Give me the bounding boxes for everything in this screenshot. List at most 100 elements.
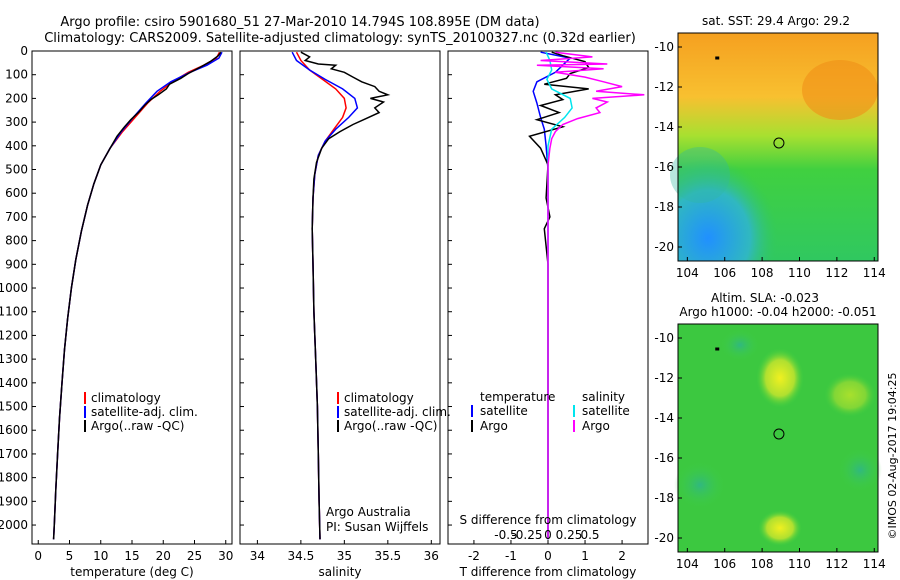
map-x-tick-label: 112 — [825, 557, 848, 571]
map-y-tick-label: -12 — [654, 80, 674, 94]
x-tick-label: 20 — [156, 549, 171, 563]
salinity-legend: climatology satellite-adj. clim. Argo(..… — [337, 391, 451, 433]
sla-map-subtitle: Argo h1000: -0.04 h2000: -0.051 — [679, 305, 876, 319]
top-tick-label: 0.5 — [580, 528, 599, 542]
map-x-tick-label: 108 — [751, 266, 774, 280]
map-x-tick-label: 114 — [863, 557, 886, 571]
figure-title-line2: Climatology: CARS2009. Satellite-adjuste… — [44, 31, 636, 46]
temperature-panel: 0 5 10 15 20 25 300100200300400500600700800900… — [0, 44, 233, 563]
track-marker — [715, 347, 720, 351]
y-tick-label: 2000 — [0, 518, 28, 532]
x-tick-label: 25 — [187, 549, 202, 563]
y-tick-label: 1200 — [0, 328, 28, 342]
legend-label-argo: Argo(..raw -QC) — [344, 419, 437, 433]
y-tick-label: 1900 — [0, 494, 28, 508]
map-x-tick-label: 110 — [788, 266, 811, 280]
sla-map-border — [677, 323, 879, 553]
x-tick-label: 15 — [124, 549, 139, 563]
salinity-panel: 34 34.5 35 35.5 36 — [240, 50, 439, 563]
argo-location-marker — [773, 137, 785, 149]
x-tick-label: 34.5 — [288, 549, 315, 563]
legend-heading-temperature: temperature — [480, 390, 555, 404]
legend-label-satellite: satellite-adj. clim. — [344, 405, 451, 419]
y-tick-label: 700 — [5, 210, 28, 224]
top-tick-label: 0.25 — [556, 528, 583, 542]
legend-label-argo: Argo(..raw -QC) — [91, 419, 184, 433]
legend-label-sal-argo: Argo — [582, 419, 610, 433]
map-y-tick-label: -18 — [654, 491, 674, 505]
sst-map-border — [677, 32, 879, 262]
legend-label-climatology: climatology — [91, 391, 161, 405]
sla-map-low-3 — [720, 329, 760, 361]
map-x-tick-label: 106 — [713, 266, 736, 280]
series-line-salinity-argo — [536, 51, 645, 540]
sst-map — [670, 32, 879, 262]
series-line-temperature-argo — [528, 51, 590, 540]
x-tick-label: 1 — [581, 549, 589, 563]
map-y-tick-label: -12 — [654, 371, 674, 385]
sla-map-low-1 — [674, 461, 726, 509]
y-tick-label: 0 — [20, 44, 28, 58]
series-line-climatology — [295, 51, 347, 540]
sst-map-axes: 104 106 108 110 112 114 -10 -12 -14 -16 -18 -20 — [654, 40, 885, 280]
legend-label-climatology: climatology — [344, 391, 414, 405]
map-y-tick-label: -16 — [654, 160, 674, 174]
map-x-tick-label: 114 — [863, 266, 886, 280]
figure-title-line1: Argo profile: csiro 5901680_51 27-Mar-20… — [60, 15, 539, 30]
map-y-tick-label: -14 — [654, 120, 674, 134]
map-x-tick-label: 106 — [713, 557, 736, 571]
y-tick-label: 800 — [5, 234, 28, 248]
top-tick-label: 0 — [544, 528, 552, 542]
y-tick-label: 400 — [5, 139, 28, 153]
map-y-tick-label: -18 — [654, 200, 674, 214]
y-tick-label: 1800 — [0, 471, 28, 485]
y-tick-label: 500 — [5, 163, 28, 177]
legend-heading-salinity: salinity — [582, 390, 625, 404]
sla-map-high-3 — [824, 373, 876, 417]
map-x-tick-label: 112 — [825, 266, 848, 280]
sst-map-cool-patch — [670, 147, 730, 203]
sla-map-high-1 — [756, 348, 804, 408]
legend-label-sal-satellite: satellite — [582, 404, 630, 418]
map-x-tick-label: 110 — [788, 557, 811, 571]
y-tick-label: 100 — [5, 68, 28, 82]
series-line-temperature-satellite — [532, 51, 572, 540]
map-y-tick-label: -20 — [654, 240, 674, 254]
temperature-xlabel: temperature (deg C) — [70, 565, 193, 579]
y-tick-label: 1500 — [0, 400, 28, 414]
x-tick-label: 10 — [93, 549, 108, 563]
y-tick-label: 1100 — [0, 305, 28, 319]
sst-map-warm-patch — [802, 60, 878, 120]
series-line-satellite-adj-clim- — [52, 51, 223, 540]
sla-map-low-2 — [838, 448, 882, 492]
track-marker — [715, 56, 720, 60]
top-tick-label: -0.25 — [511, 528, 542, 542]
x-tick-label: -1 — [505, 549, 517, 563]
y-tick-label: 1000 — [0, 281, 28, 295]
map-x-tick-label: 104 — [676, 266, 699, 280]
x-tick-label: 0 — [544, 549, 552, 563]
map-x-tick-label: 108 — [751, 557, 774, 571]
sst-map-title: sat. SST: 29.4 Argo: 29.2 — [702, 14, 850, 28]
series-line-argo-raw-qc- — [300, 51, 391, 540]
map-y-tick-label: -14 — [654, 411, 674, 425]
y-tick-label: 600 — [5, 186, 28, 200]
map-y-tick-label: -10 — [654, 40, 674, 54]
sla-map-title: Altim. SLA: -0.023 — [711, 291, 819, 305]
legend-label-satellite: satellite-adj. clim. — [91, 405, 198, 419]
x-tick-label: 2 — [618, 549, 626, 563]
argo-location-marker — [773, 428, 785, 440]
difference-xlabel: T difference from climatology — [459, 565, 637, 579]
y-tick-label: 1400 — [0, 376, 28, 390]
series-line-climatology — [52, 51, 221, 540]
sla-map — [674, 323, 882, 553]
map-y-tick-label: -16 — [654, 451, 674, 465]
x-tick-label: 0 — [34, 549, 42, 563]
map-y-tick-label: -10 — [654, 331, 674, 345]
salinity-annotation-line1: Argo Australia — [326, 505, 411, 519]
map-y-tick-label: -20 — [654, 531, 674, 545]
difference-top-axis-label: S difference from climatology — [460, 513, 637, 527]
map-x-tick-label: 104 — [676, 557, 699, 571]
copyright-stamp: ©IMOS 02-Aug-2017 19:04:25 — [886, 373, 899, 540]
